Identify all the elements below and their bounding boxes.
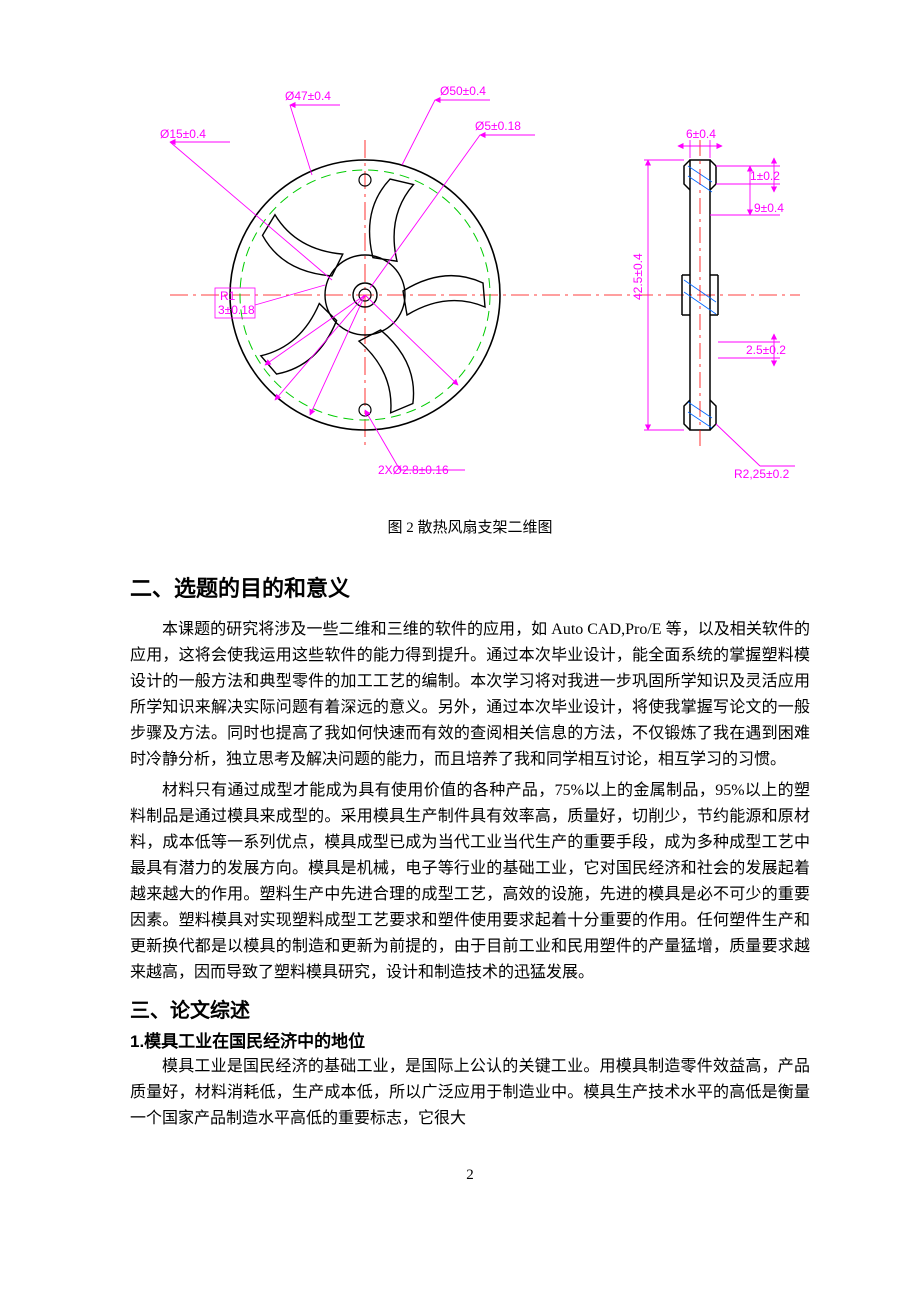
section-3-title: 三、论文综述: [130, 994, 810, 1023]
dim-3: 3±0.18: [218, 303, 255, 317]
dim-d15: Ø15±0.4: [160, 127, 206, 141]
dim-d47: Ø47±0.4: [285, 89, 331, 103]
dim-r1: R1: [220, 289, 236, 303]
section-3-sub1: 1.模具工业在国民经济中的地位: [130, 1027, 810, 1052]
engineering-drawing: R1 3±0.18 Ø47±0.4 Ø50±0.4 Ø15±0.4 Ø5±0.1…: [140, 80, 800, 480]
dim-t6: 6±0.4: [686, 127, 716, 141]
section-3-para-1: 模具工业是国民经济的基础工业，是国际上公认的关键工业。用模具制造零件效益高，产品…: [130, 1054, 810, 1132]
dim-t25: 2.5±0.2: [746, 343, 786, 357]
dim-d50: Ø50±0.4: [440, 84, 486, 98]
dim-d28: 2XØ2.8±0.16: [378, 463, 449, 477]
dim-h42: 42.5±0.4: [631, 253, 645, 300]
figure-caption: 图 2 散热风扇支架二维图: [130, 516, 810, 537]
figure-container: R1 3±0.18 Ø47±0.4 Ø50±0.4 Ø15±0.4 Ø5±0.1…: [130, 80, 810, 480]
dim-t1: 1±0.2: [750, 169, 780, 183]
section-2-para-1: 本课题的研究将涉及一些二维和三维的软件的应用，如 Auto CAD,Pro/E …: [130, 617, 810, 772]
dim-d5: Ø5±0.18: [475, 119, 521, 133]
section-2-para-2: 材料只有通过成型才能成为具有使用价值的各种产品，75%以上的金属制品，95%以上…: [130, 778, 810, 985]
dim-t9: 9±0.4: [754, 201, 784, 215]
section-2-title: 二、选题的目的和意义: [130, 571, 810, 603]
dim-r225: R2,25±0.2: [734, 467, 790, 480]
page-number: 2: [130, 1167, 810, 1184]
